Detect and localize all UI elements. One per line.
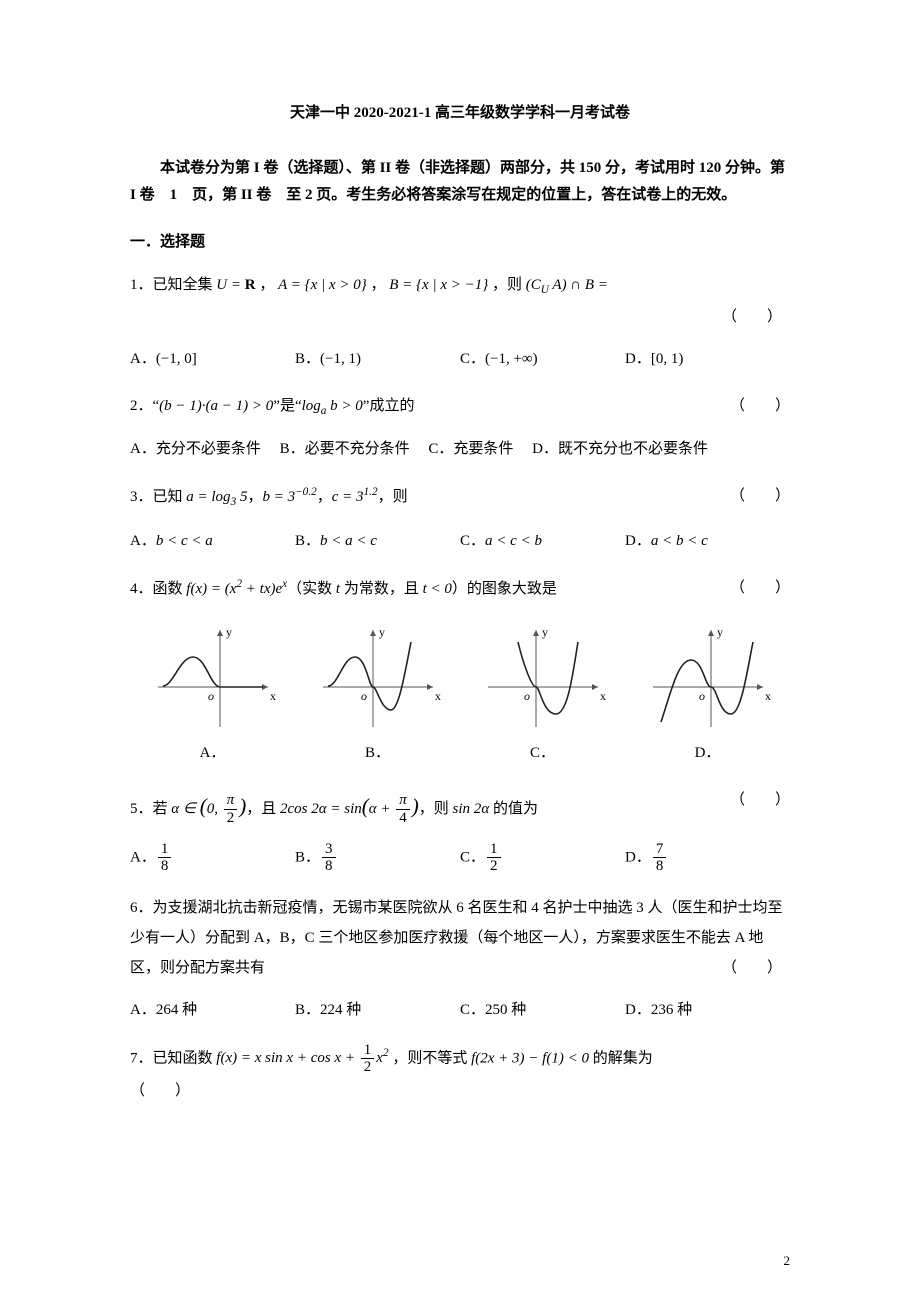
svg-text:o: o — [699, 689, 705, 703]
question-3: 3．已知 a = log3 5，b = 3−0.2，c = 31.2，则 （ ） — [130, 481, 790, 514]
q3-option-a: A．b < c < a — [130, 528, 295, 555]
q4-paren: （ ） — [730, 573, 790, 604]
q2-option-d: D．既不充分也不必要条件 — [532, 441, 708, 457]
q4-label-a: A． — [130, 740, 295, 767]
q6-options: A．264 种 B．224 种 C．250 种 D．236 种 — [130, 997, 790, 1024]
svg-text:x: x — [435, 689, 441, 703]
q2-paren: （ ） — [730, 391, 790, 423]
q1-option-a: A．(−1, 0] — [130, 346, 295, 373]
q1-sep3: ，则 — [492, 277, 522, 293]
q7-mid: ，则不等式 f(2x + 3) − f(1) < 0 的解集为 — [392, 1050, 652, 1066]
q6-option-d: D．236 种 — [625, 997, 790, 1024]
svg-text:x: x — [765, 689, 771, 703]
question-2: 2．“(b − 1)·(a − 1) > 0”是“loga b > 0”成立的 … — [130, 391, 790, 423]
q1-option-b: B．(−1, 1) — [295, 346, 460, 373]
svg-text:y: y — [226, 625, 232, 639]
q1-sep1: ， — [259, 277, 274, 293]
graph-c: x y o — [478, 622, 608, 732]
q3-option-c: C．a < c < b — [460, 528, 625, 555]
graph-b: x y o — [313, 622, 443, 732]
q2-option-b: B．必要不充分条件 — [280, 441, 410, 457]
svg-text:x: x — [270, 689, 276, 703]
q1-option-c: C．(−1, +∞) — [460, 346, 625, 373]
section-1-heading: 一．选择题 — [130, 229, 790, 256]
q2-option-c: C．充要条件 — [428, 441, 513, 457]
q7-paren: （ ） — [130, 1083, 190, 1099]
q5-option-a: A．18 — [130, 841, 295, 875]
svg-text:o: o — [208, 689, 214, 703]
q1-options: A．(−1, 0] B．(−1, 1) C．(−1, +∞) D．[0, 1) — [130, 346, 790, 373]
q6-paren: （ ） — [722, 953, 782, 983]
svg-text:y: y — [542, 625, 548, 639]
q2-options: A．充分不必要条件 B．必要不充分条件 C．充要条件 D．既不充分也不必要条件 — [130, 436, 790, 463]
q3-option-d: D．a < b < c — [625, 528, 790, 555]
q5-paren: （ ） — [730, 785, 790, 827]
q4-label-b: B． — [295, 740, 460, 767]
graph-d: x y o — [643, 622, 773, 732]
q3-option-b: B．b < a < c — [295, 528, 460, 555]
q4-label-c: C． — [460, 740, 625, 767]
q2-option-a: A．充分不必要条件 — [130, 441, 261, 457]
q4-label-d: D． — [625, 740, 790, 767]
question-7: 7．已知函数 f(x) = x sin x + cos x + 12x2 ，则不… — [130, 1042, 790, 1106]
q6-option-c: C．250 种 — [460, 997, 625, 1024]
question-4: 4．函数 f(x) = (x2 + tx)ex（实数 t 为常数，且 t < 0… — [130, 573, 790, 604]
q7-prefix: 7．已知函数 — [130, 1050, 216, 1066]
q6-text: 6．为支援湖北抗击新冠疫情，无锡市某医院欲从 6 名医生和 4 名护士中抽选 3… — [130, 900, 783, 976]
q5-option-b: B．38 — [295, 841, 460, 875]
svg-text:y: y — [379, 625, 385, 639]
q5-option-d: D．78 — [625, 841, 790, 875]
q6-option-a: A．264 种 — [130, 997, 295, 1024]
svg-text:o: o — [524, 689, 530, 703]
question-1: 1．已知全集 U = R ， A = {x | x > 0} ， B = {x … — [130, 270, 790, 332]
q3-options: A．b < c < a B．b < a < c C．a < c < b D．a … — [130, 528, 790, 555]
q4-graph-labels: A． B． C． D． — [130, 740, 790, 767]
question-5: 5．若 α ∈ (0, π2)，且 2cos 2α = sin(α + π4)，… — [130, 785, 790, 827]
q6-option-b: B．224 种 — [295, 997, 460, 1024]
q5-option-c: C．12 — [460, 841, 625, 875]
q5-options: A．18 B．38 C．12 D．78 — [130, 841, 790, 875]
q1-sep2: ， — [370, 277, 385, 293]
svg-text:x: x — [600, 689, 606, 703]
svg-text:y: y — [717, 625, 723, 639]
q3-paren: （ ） — [730, 481, 790, 514]
instructions: 本试卷分为第 I 卷（选择题）、第 II 卷（非选择题）两部分，共 150 分，… — [130, 155, 790, 209]
q1-option-d: D．[0, 1) — [625, 346, 790, 373]
graph-a: x y o — [148, 622, 278, 732]
q1-paren: （ ） — [722, 302, 782, 332]
page-number: 2 — [784, 1249, 791, 1272]
svg-text:o: o — [361, 689, 367, 703]
q1-prefix: 1．已知全集 — [130, 277, 216, 293]
question-6: 6．为支援湖北抗击新冠疫情，无锡市某医院欲从 6 名医生和 4 名护士中抽选 3… — [130, 893, 790, 983]
q4-graphs: x y o x y o x y o x y o — [130, 622, 790, 732]
page-title: 天津一中 2020-2021-1 高三年级数学学科一月考试卷 — [130, 100, 790, 127]
